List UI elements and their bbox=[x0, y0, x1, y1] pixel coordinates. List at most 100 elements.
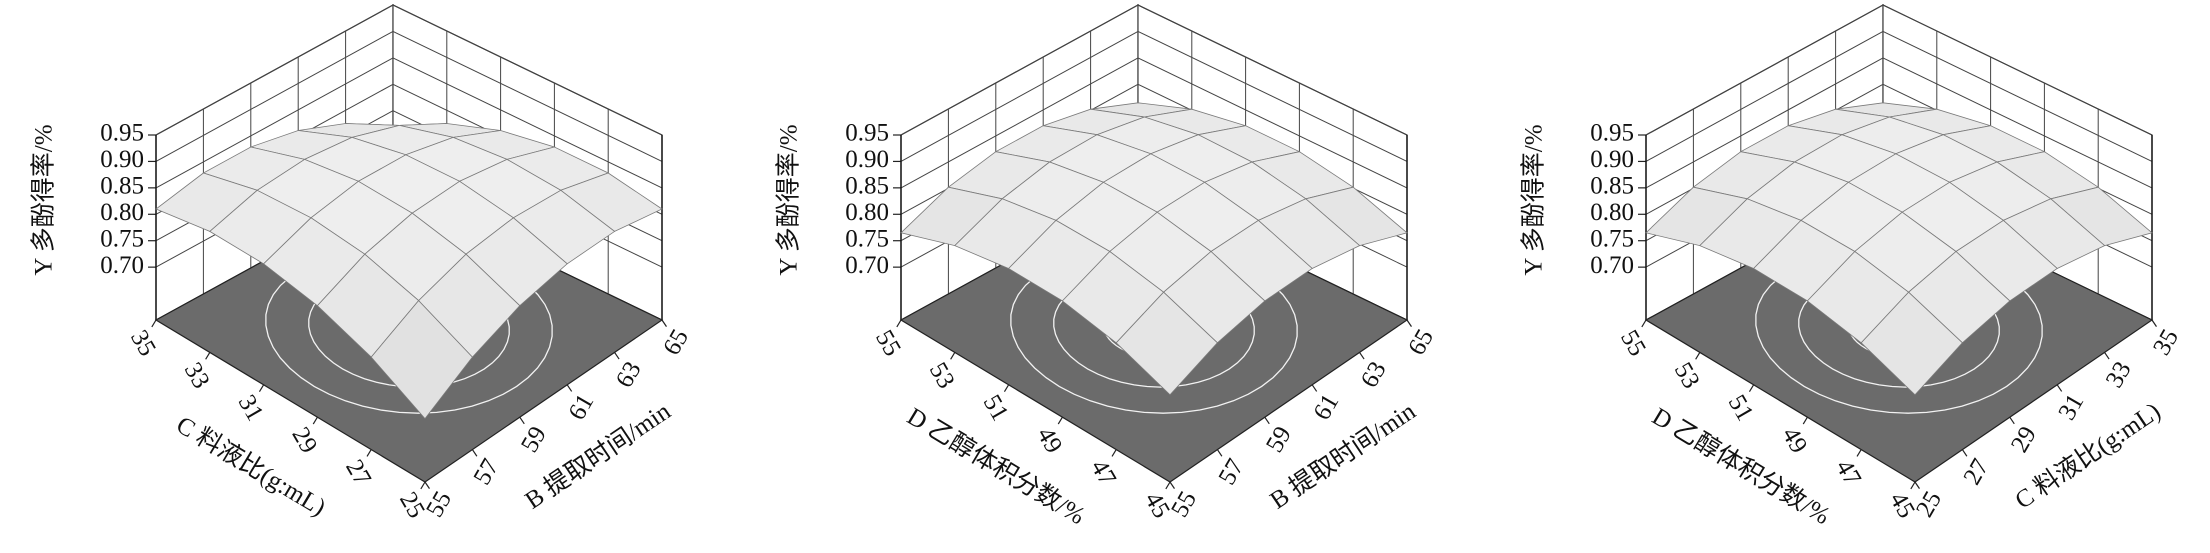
z-tick-label: 0.70 bbox=[845, 252, 889, 279]
x-tick-label: 59 bbox=[1261, 422, 1297, 457]
y-tick-label: 49 bbox=[1031, 423, 1067, 458]
surface-cell bbox=[1860, 291, 1963, 396]
x-axis-label: C 料液比(g:mL) bbox=[2010, 397, 2166, 515]
x-tick-label: 61 bbox=[563, 390, 599, 425]
x-tick bbox=[2056, 384, 2063, 392]
x-tick-label: 63 bbox=[1356, 357, 1392, 392]
x-tick bbox=[2009, 416, 2015, 425]
z-tick-label: 0.95 bbox=[1590, 120, 1634, 147]
z-tick-label: 0.70 bbox=[100, 252, 144, 279]
y-tick-label: 51 bbox=[1723, 390, 1759, 425]
y-tick-label: 45 bbox=[1884, 488, 1920, 523]
z-tick-label: 0.75 bbox=[100, 225, 144, 252]
x-tick bbox=[1359, 352, 1365, 360]
z-tick-label: 0.90 bbox=[1590, 146, 1634, 173]
x-tick-label: 61 bbox=[1308, 390, 1344, 425]
x-tick-label: 33 bbox=[2101, 357, 2137, 392]
y-tick-label: 25 bbox=[394, 488, 430, 523]
x-tick-label: 31 bbox=[2053, 390, 2089, 425]
x-tick-label: 27 bbox=[1959, 454, 1995, 489]
x-tick-label: 57 bbox=[1214, 454, 1250, 489]
y-tick bbox=[1802, 416, 1808, 425]
z-tick-label: 0.75 bbox=[1590, 225, 1634, 252]
y-tick-label: 53 bbox=[1669, 358, 1705, 393]
y-tick bbox=[1748, 384, 1755, 392]
x-tick bbox=[661, 319, 667, 327]
x-axis-label: B 提取时间/min bbox=[1265, 397, 1421, 515]
x-tick bbox=[471, 449, 478, 457]
x-tick bbox=[1216, 449, 1223, 457]
z-tick-label: 0.85 bbox=[100, 173, 144, 200]
y-tick-label: 55 bbox=[870, 326, 906, 361]
y-tick-label: 51 bbox=[978, 390, 1014, 425]
y-tick bbox=[420, 481, 426, 490]
z-axis-label: Y 多酚得率/% bbox=[775, 124, 803, 275]
y-tick bbox=[1695, 352, 1701, 360]
y-tick bbox=[258, 384, 265, 392]
z-tick-label: 0.80 bbox=[1590, 199, 1634, 226]
y-tick-label: 31 bbox=[233, 390, 269, 425]
z-tick-label: 0.80 bbox=[845, 199, 889, 226]
x-tick-label: 29 bbox=[2006, 422, 2042, 457]
z-tick-label: 0.80 bbox=[100, 199, 144, 226]
z-axis-label: Y 多酚得率/% bbox=[1520, 124, 1548, 275]
x-tick bbox=[2151, 319, 2157, 327]
y-tick-label: 27 bbox=[340, 455, 376, 490]
x-tick bbox=[1264, 416, 1270, 425]
z-tick-label: 0.85 bbox=[1590, 173, 1634, 200]
z-tick-label: 0.90 bbox=[100, 146, 144, 173]
z-tick-label: 0.95 bbox=[100, 120, 144, 147]
x-tick bbox=[424, 481, 430, 489]
x-tick bbox=[1169, 481, 1175, 489]
y-tick-label: 33 bbox=[179, 358, 215, 393]
y-tick-label: 47 bbox=[1085, 455, 1121, 490]
x-axis-label: B 提取时间/min bbox=[520, 397, 676, 515]
y-tick-label: 53 bbox=[924, 358, 960, 393]
y-tick bbox=[366, 449, 372, 457]
y-tick-label: 29 bbox=[286, 423, 322, 458]
x-tick-label: 63 bbox=[611, 357, 647, 392]
y-tick bbox=[896, 319, 902, 328]
y-tick bbox=[1910, 481, 1916, 490]
x-tick bbox=[1961, 449, 1968, 457]
x-tick bbox=[2104, 352, 2110, 360]
x-tick bbox=[566, 384, 573, 392]
z-axis-label: Y 多酚得率/% bbox=[30, 124, 58, 275]
surface-cell bbox=[370, 300, 473, 420]
y-tick bbox=[1003, 384, 1010, 392]
y-tick bbox=[1057, 416, 1063, 425]
y-tick bbox=[151, 319, 157, 328]
z-tick-label: 0.85 bbox=[845, 173, 889, 200]
y-tick bbox=[312, 416, 318, 425]
x-tick-label: 35 bbox=[2148, 325, 2184, 360]
surface-plot: 0.700.750.800.850.900.955557596163652527… bbox=[30, 3, 694, 523]
x-tick-label: 65 bbox=[658, 325, 694, 360]
z-tick-label: 0.75 bbox=[845, 225, 889, 252]
y-tick-label: 49 bbox=[1776, 423, 1812, 458]
y-tick-label: 55 bbox=[1615, 326, 1651, 361]
x-tick-label: 59 bbox=[516, 422, 552, 457]
y-tick-label: 47 bbox=[1830, 455, 1866, 490]
y-tick bbox=[1641, 319, 1647, 328]
x-tick bbox=[614, 352, 620, 360]
y-tick bbox=[1856, 449, 1862, 457]
y-tick-label: 45 bbox=[1139, 488, 1175, 523]
x-tick bbox=[1311, 384, 1318, 392]
z-tick-label: 0.70 bbox=[1590, 252, 1634, 279]
y-tick bbox=[1165, 481, 1171, 490]
z-tick-label: 0.90 bbox=[845, 146, 889, 173]
x-tick bbox=[1914, 481, 1920, 489]
x-tick-label: 65 bbox=[1403, 325, 1439, 360]
x-tick-label: 57 bbox=[469, 454, 505, 489]
z-tick-label: 0.95 bbox=[845, 120, 889, 147]
y-tick bbox=[1111, 449, 1117, 457]
surface-cell bbox=[1115, 291, 1218, 396]
x-tick bbox=[519, 416, 525, 425]
y-tick bbox=[950, 352, 956, 360]
surface-plot: 0.700.750.800.850.900.952527293133354547… bbox=[1520, 3, 2184, 530]
y-tick bbox=[205, 352, 211, 360]
x-tick bbox=[1406, 319, 1412, 327]
surface-plot: 0.700.750.800.850.900.95 55 57 59 61 63 65 45 47… bbox=[775, 3, 1439, 530]
y-tick-label: 35 bbox=[125, 326, 161, 361]
